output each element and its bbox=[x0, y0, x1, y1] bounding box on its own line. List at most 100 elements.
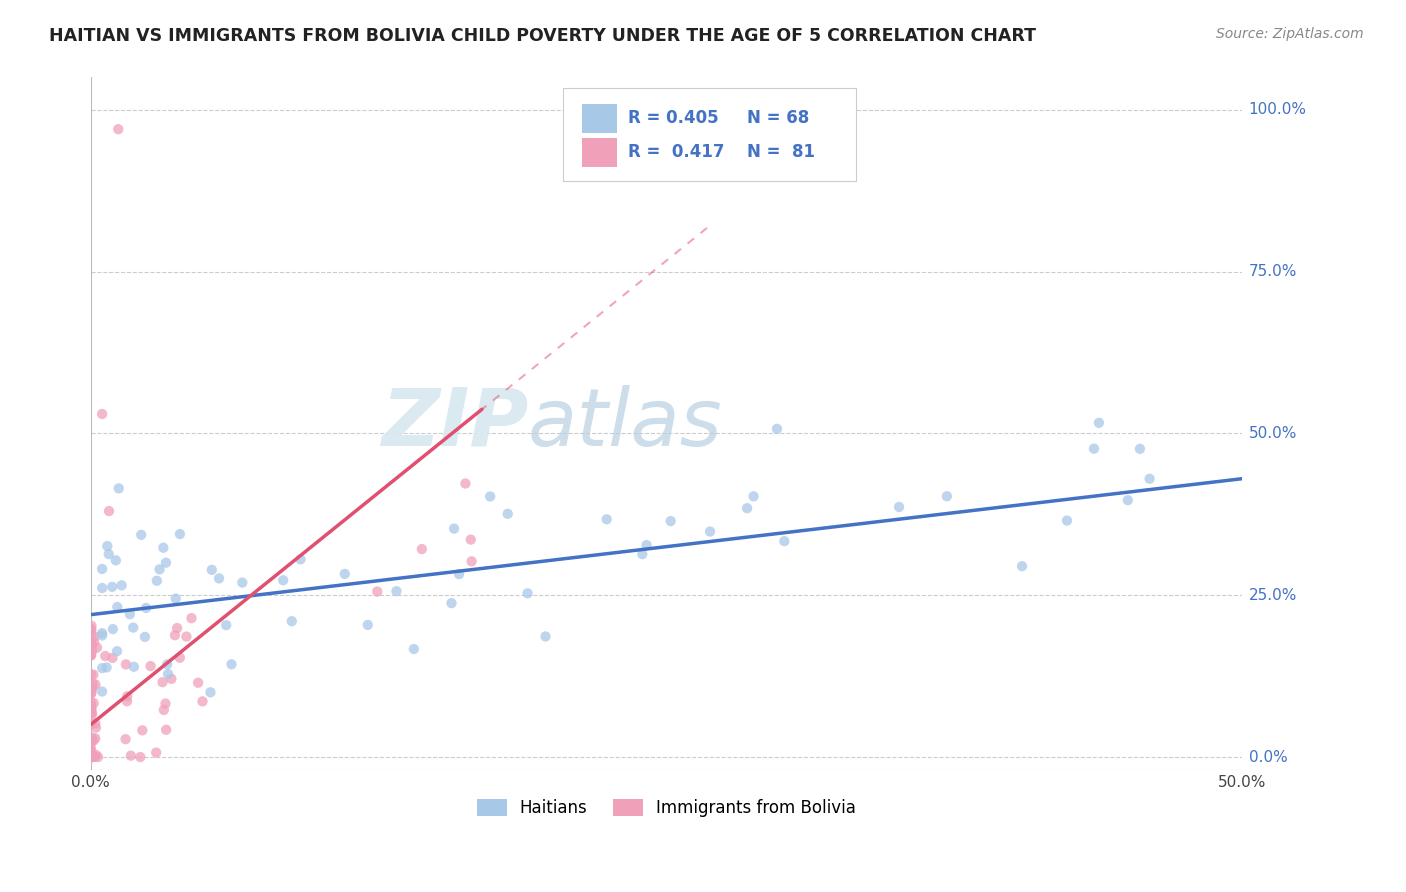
Point bbox=[80, 684, 103, 698]
Point bbox=[271, 574, 294, 588]
Point bbox=[86, 640, 108, 655]
Point bbox=[129, 750, 152, 764]
Point bbox=[215, 618, 238, 632]
Point bbox=[290, 552, 312, 566]
Point bbox=[1083, 442, 1105, 456]
FancyBboxPatch shape bbox=[562, 87, 856, 181]
Point bbox=[742, 489, 765, 503]
Point bbox=[79, 623, 101, 637]
Point bbox=[534, 629, 557, 643]
Point bbox=[402, 642, 425, 657]
Point bbox=[80, 619, 103, 633]
Text: 50.0%: 50.0% bbox=[1249, 425, 1296, 441]
Point bbox=[115, 694, 138, 708]
Point bbox=[83, 635, 105, 649]
Point bbox=[631, 547, 654, 561]
Point bbox=[114, 732, 136, 747]
Point bbox=[80, 695, 103, 709]
Point bbox=[91, 626, 114, 640]
Point bbox=[1088, 416, 1111, 430]
Point bbox=[80, 686, 103, 700]
Point bbox=[231, 575, 253, 590]
Point bbox=[122, 660, 145, 674]
Point bbox=[80, 622, 103, 636]
Point bbox=[82, 644, 104, 658]
Point bbox=[155, 723, 177, 737]
Point bbox=[79, 740, 101, 755]
Point bbox=[87, 750, 110, 764]
Point bbox=[82, 681, 104, 696]
Point bbox=[120, 748, 142, 763]
Point bbox=[596, 512, 619, 526]
Point bbox=[80, 686, 103, 700]
Point bbox=[80, 704, 103, 718]
Point bbox=[82, 667, 104, 681]
Point bbox=[166, 621, 188, 635]
Point bbox=[82, 676, 104, 690]
Point bbox=[105, 644, 128, 658]
Point bbox=[84, 716, 107, 731]
Point bbox=[83, 696, 105, 710]
Text: 75.0%: 75.0% bbox=[1249, 264, 1296, 279]
FancyBboxPatch shape bbox=[582, 103, 617, 133]
Text: ZIP: ZIP bbox=[381, 384, 529, 463]
Text: HAITIAN VS IMMIGRANTS FROM BOLIVIA CHILD POVERTY UNDER THE AGE OF 5 CORRELATION : HAITIAN VS IMMIGRANTS FROM BOLIVIA CHILD… bbox=[49, 27, 1036, 45]
Point bbox=[79, 647, 101, 661]
Point bbox=[80, 706, 103, 720]
Point bbox=[80, 701, 103, 715]
Point bbox=[101, 580, 124, 594]
Point bbox=[118, 607, 141, 622]
Point bbox=[516, 586, 538, 600]
Point bbox=[208, 571, 231, 585]
Point bbox=[94, 648, 117, 663]
Point bbox=[460, 554, 482, 568]
Point bbox=[91, 661, 114, 675]
Point bbox=[366, 584, 388, 599]
Point bbox=[129, 528, 152, 542]
Point bbox=[1116, 493, 1139, 508]
Point bbox=[221, 657, 243, 672]
Point bbox=[80, 730, 103, 744]
Point bbox=[460, 533, 482, 547]
Point bbox=[115, 690, 138, 704]
Point bbox=[115, 657, 138, 672]
Point bbox=[163, 628, 186, 642]
Point bbox=[80, 640, 103, 654]
Point bbox=[101, 651, 124, 665]
Point bbox=[443, 522, 465, 536]
Point bbox=[96, 539, 118, 553]
Point bbox=[135, 601, 157, 615]
Point bbox=[83, 733, 105, 747]
Point bbox=[659, 514, 682, 528]
Point bbox=[1139, 472, 1161, 486]
Point bbox=[281, 614, 304, 628]
Point bbox=[169, 527, 191, 541]
Point bbox=[160, 672, 183, 686]
Point bbox=[80, 717, 103, 731]
Point bbox=[91, 581, 114, 595]
Point bbox=[156, 657, 179, 672]
Point bbox=[411, 542, 433, 557]
Point bbox=[935, 489, 957, 503]
Text: N = 68: N = 68 bbox=[747, 109, 808, 127]
Point bbox=[454, 476, 477, 491]
Point bbox=[187, 675, 209, 690]
Point bbox=[84, 721, 107, 735]
Point bbox=[91, 628, 114, 642]
Point bbox=[440, 596, 463, 610]
Point bbox=[357, 618, 380, 632]
Point bbox=[79, 679, 101, 693]
Point bbox=[79, 699, 101, 714]
Point bbox=[1129, 442, 1152, 456]
Point bbox=[148, 562, 170, 576]
Point bbox=[84, 677, 107, 691]
Point bbox=[91, 407, 114, 421]
Point bbox=[479, 490, 502, 504]
Point bbox=[155, 697, 177, 711]
Point bbox=[152, 675, 174, 690]
Point bbox=[80, 706, 103, 721]
Point bbox=[191, 694, 214, 708]
Point bbox=[766, 422, 789, 436]
Point bbox=[79, 648, 101, 663]
Point bbox=[80, 622, 103, 636]
